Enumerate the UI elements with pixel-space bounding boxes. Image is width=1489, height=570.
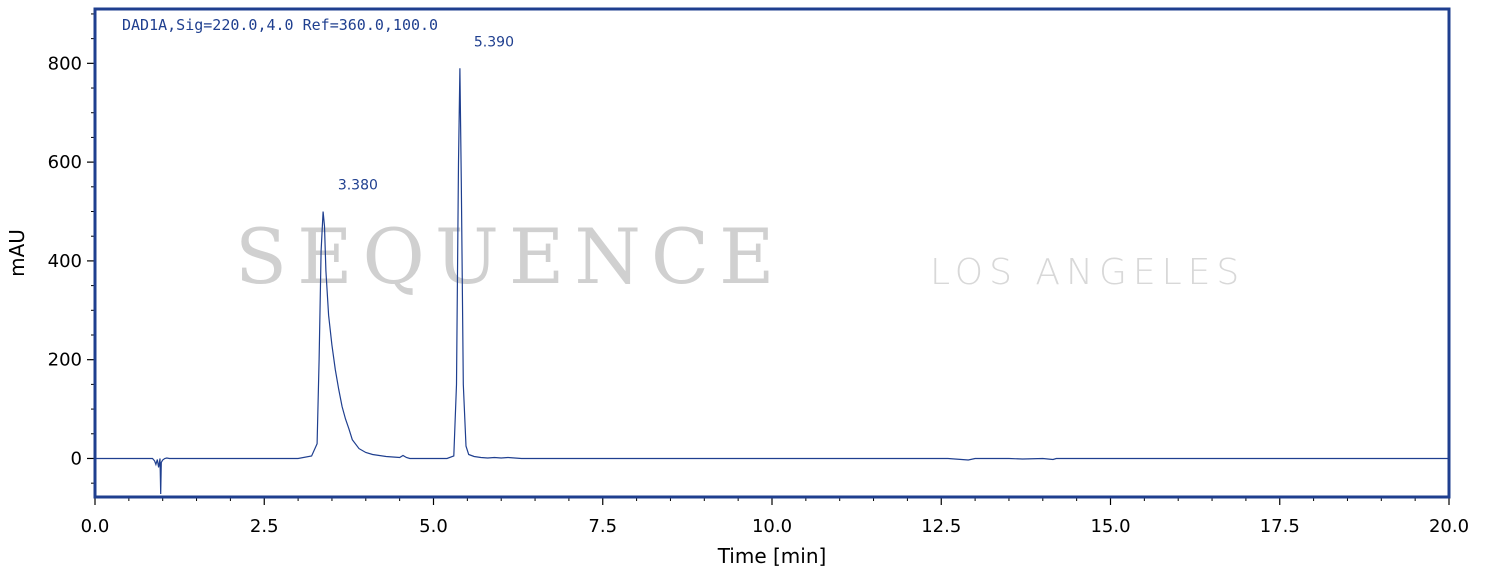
signal-trace-line (95, 68, 1449, 495)
x-tick-label: 7.5 (588, 516, 617, 537)
peak-label: 3.380 (338, 178, 378, 194)
plot-frame (93, 7, 1451, 499)
axis-tick-labels: 0.0 2.5 5.0 7.5 10.0 12.5 15.0 17.5 20.0 0 200 400 6… (48, 53, 1469, 537)
watermark-sub-text: LOS ANGELES (930, 252, 1245, 293)
y-axis-title: mAU (5, 229, 29, 277)
x-tick-label: 0.0 (81, 516, 110, 537)
peak-labels: 3.380 5.390 (338, 34, 514, 193)
watermark: SEQUENCE LOS ANGELES (235, 212, 1245, 301)
peak-label: 5.390 (474, 34, 514, 50)
x-axis-title: Time [min] (717, 544, 827, 568)
signal-label: DAD1A,Sig=220.0,4.0 Ref=360.0,100.0 (122, 16, 438, 34)
x-tick-label: 12.5 (921, 516, 961, 537)
x-tick-label: 15.0 (1090, 516, 1130, 537)
y-tick-label: 800 (48, 53, 82, 74)
x-tick-label: 5.0 (419, 516, 448, 537)
y-tick-label: 200 (48, 350, 82, 371)
x-tick-label: 2.5 (250, 516, 279, 537)
y-tick-label: 600 (48, 152, 82, 173)
x-tick-label: 10.0 (752, 516, 792, 537)
y-tick-label: 0 (71, 448, 82, 469)
x-tick-label: 17.5 (1260, 516, 1300, 537)
y-tick-label: 400 (48, 251, 82, 272)
watermark-main-text: SEQUENCE (235, 212, 785, 301)
x-tick-label: 20.0 (1429, 516, 1469, 537)
